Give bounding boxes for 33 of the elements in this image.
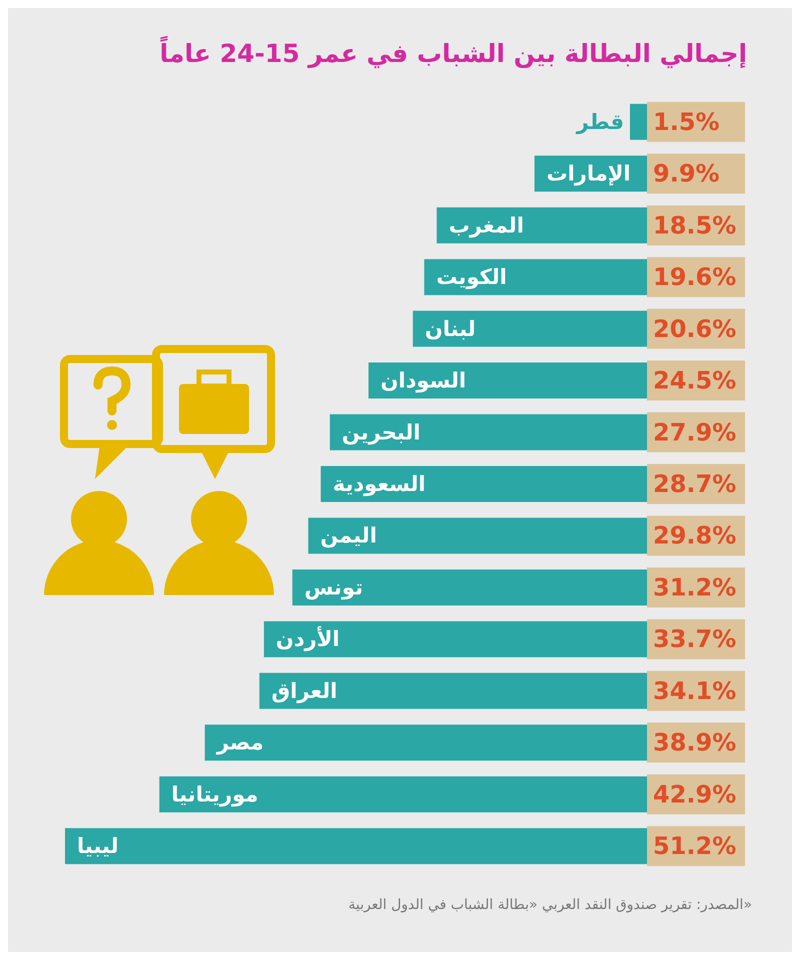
y-tick-label: الأردن xyxy=(276,626,340,652)
bar xyxy=(630,104,647,140)
data-label: 34.1% xyxy=(653,676,736,705)
text: المصدر: تقرير صندوق النقد العربي «بطالة الشباب في الدول العربية» xyxy=(348,897,752,913)
y-tick-label: البحرين xyxy=(342,420,420,446)
y-tick-label: قطر xyxy=(576,110,624,135)
chart-title: إجمالي البطالة بين الشباب في عمر 15-24 عاماً xyxy=(160,36,748,69)
data-label: 1.5% xyxy=(653,108,720,136)
y-tick-label: اليمن xyxy=(320,524,377,549)
data-label: 42.9% xyxy=(653,780,736,808)
data-label: 19.6% xyxy=(653,263,736,292)
data-label: 28.7% xyxy=(653,470,736,498)
y-tick-label: الإمارات xyxy=(546,162,631,187)
y-tick-label: العراق xyxy=(271,678,338,704)
y-tick-label: تونس xyxy=(304,575,363,600)
data-label: 38.9% xyxy=(653,728,736,757)
y-tick-label: لبنان xyxy=(424,316,476,341)
y-tick-label: ليبيا xyxy=(77,834,118,858)
data-label: 33.7% xyxy=(653,625,736,654)
y-tick-label: السودان xyxy=(380,368,466,394)
data-label: 18.5% xyxy=(653,211,736,240)
y-tick-label: المغرب xyxy=(448,213,524,238)
y-tick-label: السعودية xyxy=(332,472,426,497)
data-label: 27.9% xyxy=(653,418,736,446)
data-label: 31.2% xyxy=(653,573,736,602)
y-tick-label: مصر xyxy=(216,730,264,756)
data-label: 9.9% xyxy=(653,160,720,188)
data-label: 51.2% xyxy=(653,832,736,860)
data-label: 29.8% xyxy=(653,522,736,550)
y-tick-label: الكويت xyxy=(436,265,507,290)
data-label: 24.5% xyxy=(653,366,736,395)
data-label: 20.6% xyxy=(653,314,736,343)
y-tick-label: موريتانيا xyxy=(171,782,258,808)
